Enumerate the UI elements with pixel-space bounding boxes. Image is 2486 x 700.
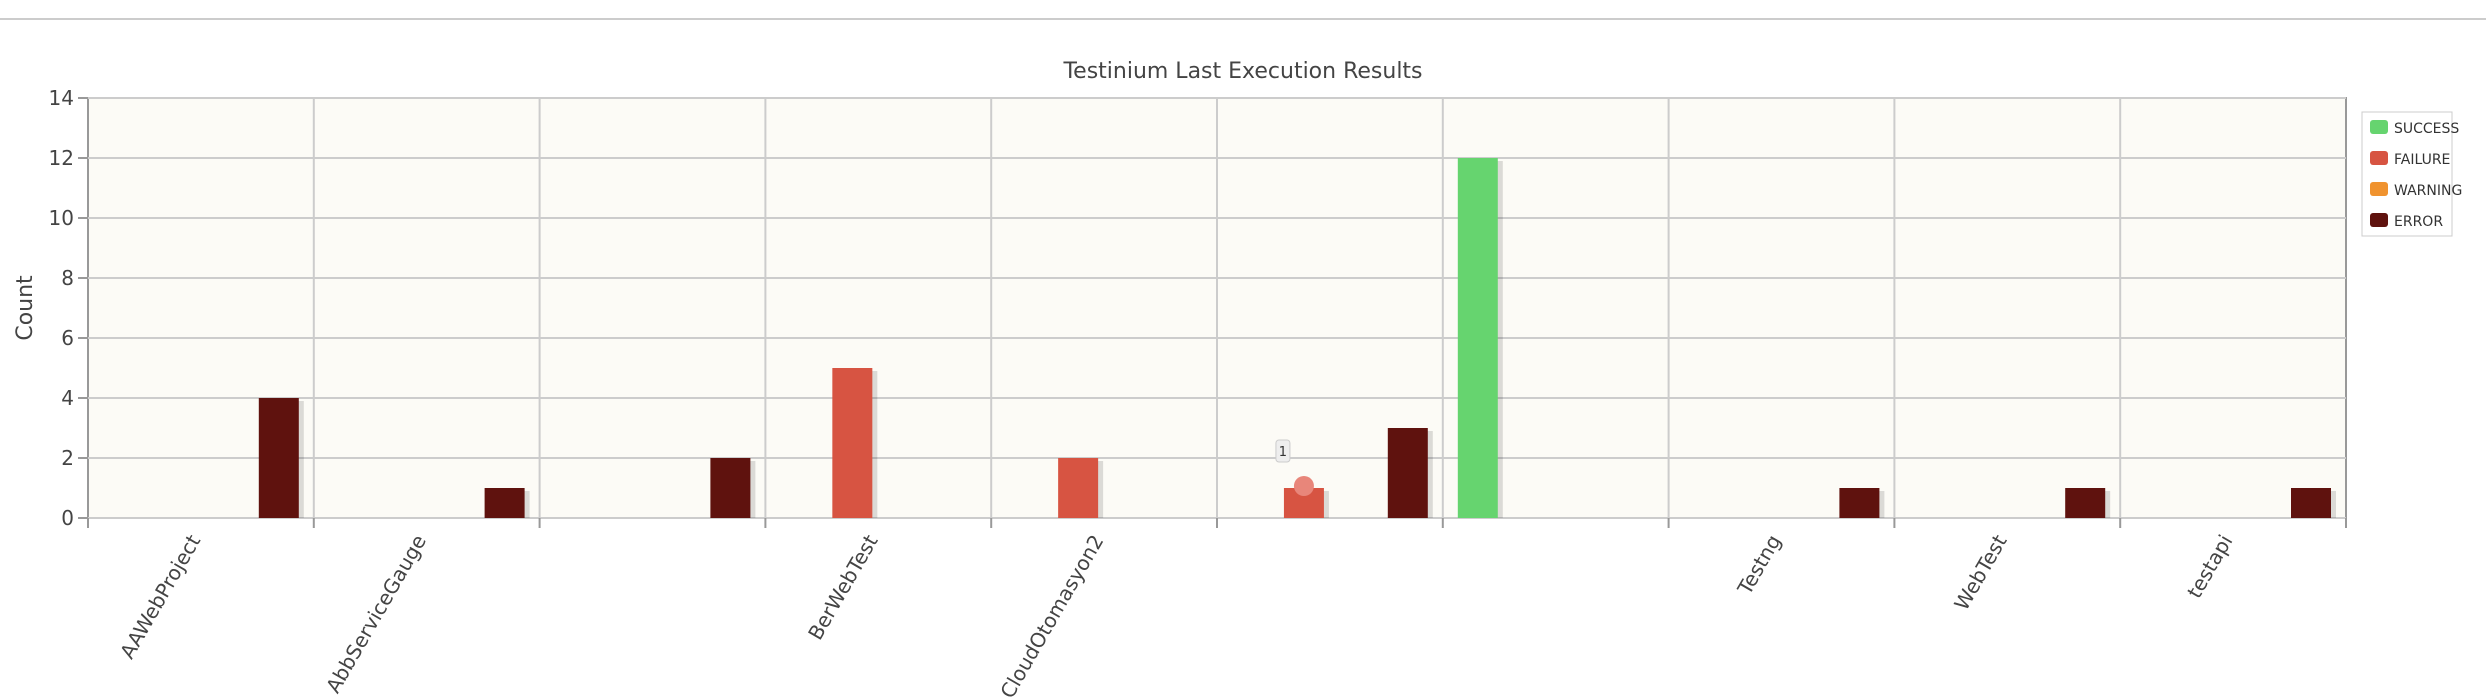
top-divider xyxy=(0,18,2486,20)
legend-swatch-success xyxy=(2370,120,2388,134)
y-tick-label: 12 xyxy=(49,146,74,170)
y-tick-label: 4 xyxy=(61,386,74,410)
legend-label-error[interactable]: ERROR xyxy=(2394,214,2443,230)
y-tick-label: 14 xyxy=(49,86,74,110)
bar-error[interactable] xyxy=(710,458,751,518)
legend: SUCCESS FAILURE WARNING ERROR xyxy=(2361,111,2462,237)
y-tick-label: 6 xyxy=(61,326,74,350)
legend-label-success[interactable]: SUCCESS xyxy=(2394,121,2459,137)
bar-error[interactable] xyxy=(1839,488,1880,518)
x-tick-label: BerWebTest xyxy=(803,530,882,644)
y-tick-label: 0 xyxy=(61,506,74,530)
x-tick-label: CloudOtomasyon2 xyxy=(995,531,1108,700)
legend-label-warning[interactable]: WARNING xyxy=(2394,183,2462,199)
bar-error[interactable] xyxy=(2291,488,2332,518)
x-tick-label: AbbServiceGauge xyxy=(321,531,431,698)
legend-swatch-warning xyxy=(2370,182,2388,196)
bar-failure[interactable] xyxy=(832,368,873,518)
y-tick-label: 2 xyxy=(61,446,74,470)
tooltip-text: 1 xyxy=(1279,445,1287,460)
bar-error[interactable] xyxy=(2065,488,2106,518)
x-tick-label: testapi xyxy=(2182,531,2237,603)
bar-error[interactable] xyxy=(1387,428,1428,518)
bar-error[interactable] xyxy=(484,488,525,518)
bars-group xyxy=(258,158,2337,518)
y-axis-label: Count xyxy=(13,275,38,341)
legend-swatch-failure xyxy=(2370,151,2388,165)
bar-error[interactable] xyxy=(258,398,299,518)
value-tooltip: 1 xyxy=(1275,439,1314,496)
y-tick-label: 10 xyxy=(49,206,74,230)
x-tick-label: Testng xyxy=(1732,531,1786,600)
x-tick-label: AAWebProject xyxy=(115,530,205,662)
legend-label-failure[interactable]: FAILURE xyxy=(2394,152,2450,168)
bar-success[interactable] xyxy=(1457,158,1498,518)
chart-title: Testinium Last Execution Results xyxy=(1062,59,1422,84)
bar-failure[interactable] xyxy=(1058,458,1099,518)
y-axis: 0 2 4 6 8 10 12 14 xyxy=(49,86,88,530)
y-tick-label: 8 xyxy=(61,266,74,290)
x-axis: AAWebProject AbbServiceGauge BerWebTest Clo… xyxy=(87,518,2347,700)
x-tick-label: WebTest xyxy=(1949,530,2011,614)
legend-swatch-error xyxy=(2370,213,2388,227)
tooltip-box xyxy=(1275,439,1291,463)
tooltip-marker xyxy=(1293,476,1314,496)
